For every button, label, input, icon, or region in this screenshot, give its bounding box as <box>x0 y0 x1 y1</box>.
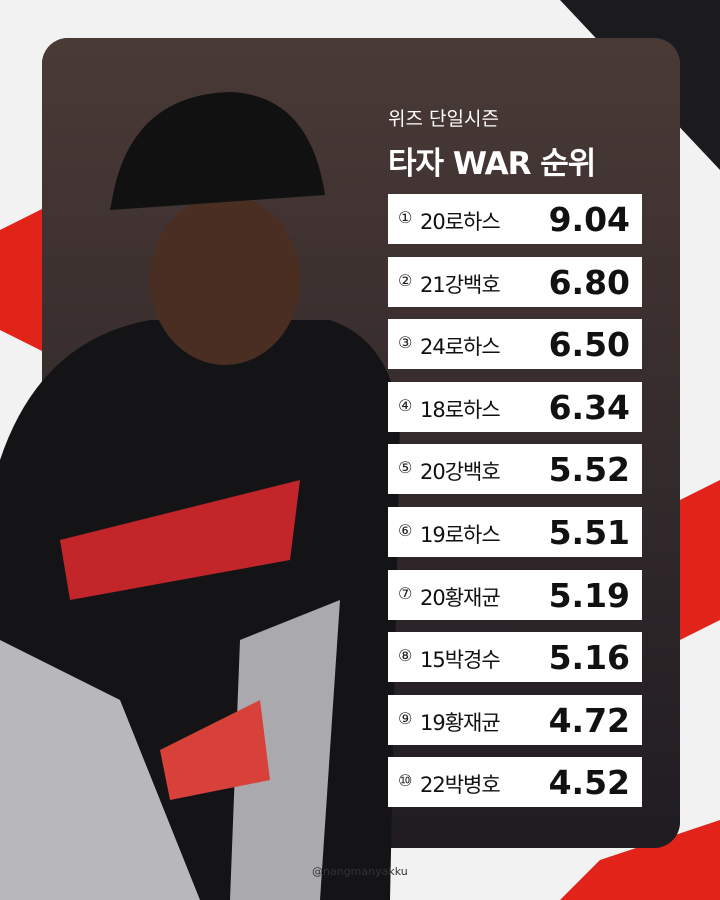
rank: ③ <box>398 333 413 353</box>
war-value: 5.19 <box>548 575 630 615</box>
rank: ① <box>398 208 413 227</box>
rank-row: ① 20로하스 9.04 <box>388 194 642 244</box>
rank-row: ④ 18로하스 6.34 <box>388 381 642 432</box>
rank-row: ⑤ 20강백호 5.52 <box>388 444 642 495</box>
war-value: 6.50 <box>548 325 630 365</box>
rank: ② <box>398 270 413 290</box>
rank: ④ <box>398 395 413 415</box>
player-season: 20강백호 <box>420 460 501 485</box>
war-value: 4.52 <box>548 763 630 803</box>
rank-row: ⑦ 20황재균 5.19 <box>388 569 642 620</box>
rank: ⑨ <box>398 708 413 728</box>
rank: ⑩ <box>398 771 413 791</box>
rank-row: ⑨ 19황재균 4.72 <box>388 694 642 745</box>
war-value: 5.51 <box>548 513 630 552</box>
rank-row: ② 21강백호 6.80 <box>388 256 642 307</box>
rank: ⑤ <box>398 458 413 478</box>
war-value: 4.72 <box>548 700 630 740</box>
credit: @nangmanyakku <box>312 865 408 878</box>
title: 타자 WAR 순위 <box>388 146 596 182</box>
player-season: 22박병호 <box>420 773 501 798</box>
player-season: 15박경수 <box>420 648 501 673</box>
rank: ⑧ <box>398 646 413 666</box>
player-season: 20로하스 <box>420 210 501 234</box>
war-value: 5.52 <box>548 450 630 490</box>
player-season: 19황재균 <box>420 710 501 735</box>
rank-row: ⑥ 19로하스 5.51 <box>388 507 642 557</box>
rank-row: ③ 24로하스 6.50 <box>388 319 642 370</box>
war-value: 6.80 <box>548 262 630 302</box>
player-season: 20황재균 <box>420 585 501 610</box>
rank: ⑦ <box>398 583 413 603</box>
player-season: 21강백호 <box>420 272 501 297</box>
subtitle: 위즈 단일시즌 <box>388 108 499 130</box>
war-value: 5.16 <box>548 638 630 678</box>
player-season: 18로하스 <box>420 397 501 422</box>
war-value: 9.04 <box>548 200 630 239</box>
player-season: 19로하스 <box>420 523 501 547</box>
rank-row: ⑧ 15박경수 5.16 <box>388 632 642 683</box>
rank-row: ⑩ 22박병호 4.52 <box>388 757 642 808</box>
rank: ⑥ <box>398 521 413 540</box>
player-season: 24로하스 <box>420 335 501 360</box>
war-value: 6.34 <box>548 387 630 427</box>
